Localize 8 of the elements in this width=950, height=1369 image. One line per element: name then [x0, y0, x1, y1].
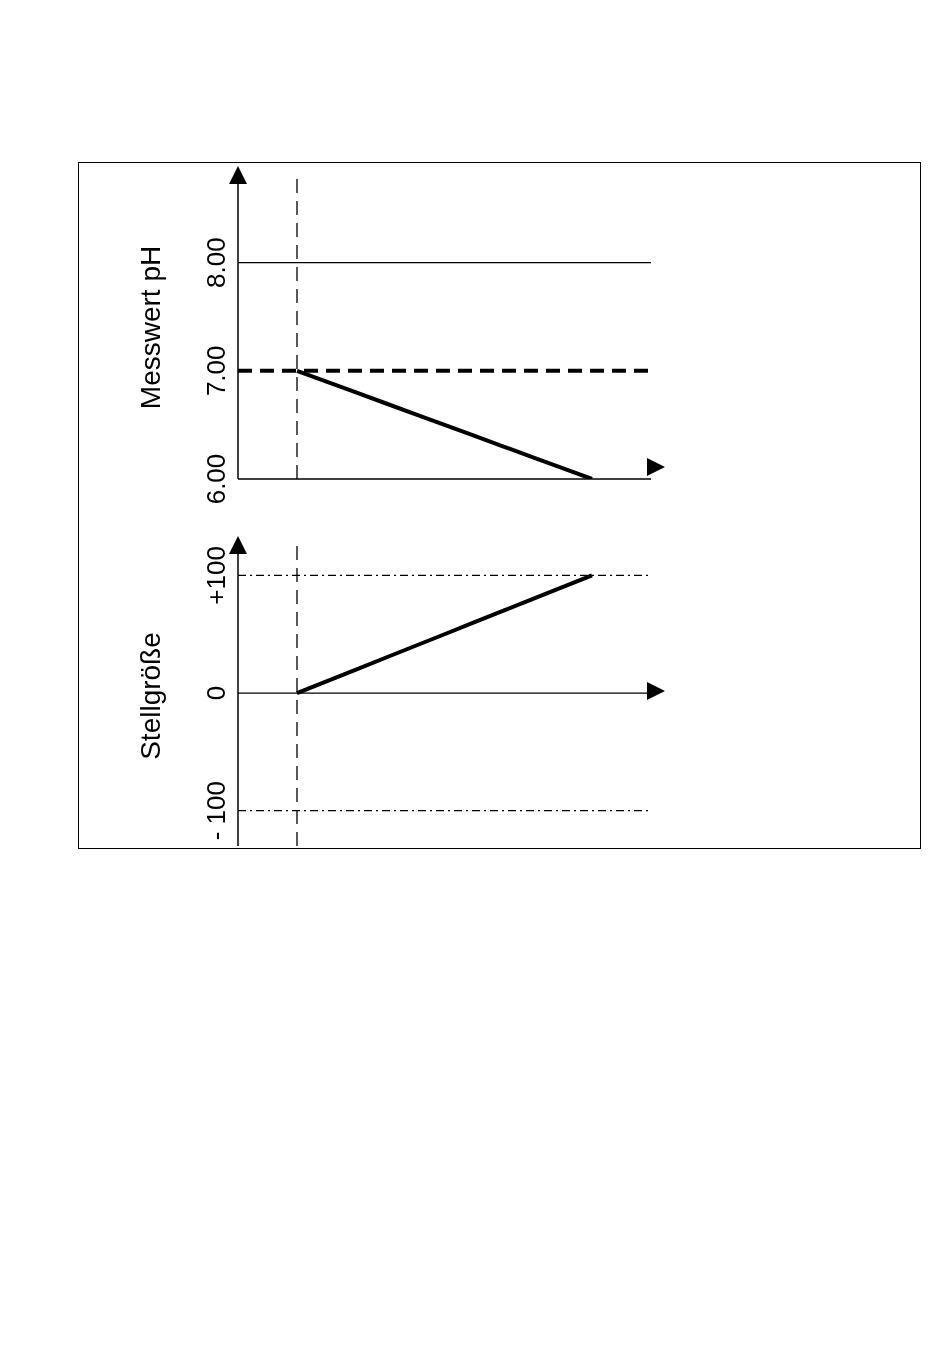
y-tick-label: +100 — [201, 546, 232, 605]
y-tick-label: 7.00 — [201, 345, 232, 397]
y-axis-title: Messwert pH — [134, 245, 166, 410]
y-axis-title: Stellgröße — [134, 632, 166, 760]
y-tick-label: - 100 — [201, 781, 232, 841]
y-tick-label: 6.00 — [201, 453, 232, 505]
y-tick-label: 0 — [201, 685, 232, 701]
y-tick-label: 8.00 — [201, 237, 232, 288]
